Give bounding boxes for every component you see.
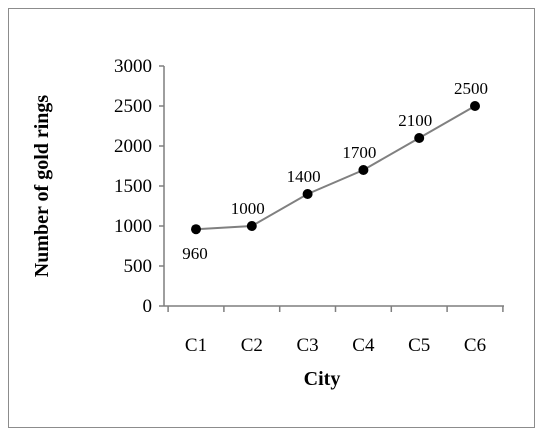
data-point — [470, 101, 480, 111]
y-tick-label: 2500 — [114, 96, 152, 117]
data-point — [358, 165, 369, 175]
chart-frame — [8, 8, 535, 428]
x-ticks: C1 C2 C3 C4 C5 C6 — [167, 306, 504, 356]
x-tick-label: C1 — [185, 335, 207, 356]
x-tick-label: C2 — [241, 335, 263, 356]
y-tick-label: 0 — [143, 296, 153, 317]
series-line — [195, 105, 476, 231]
y-tick-label: 3000 — [114, 56, 152, 77]
x-tick-label: C6 — [464, 335, 486, 356]
data-label: 960 — [182, 244, 208, 263]
data-labels: 960 1000 1400 1700 2100 2500 — [182, 79, 488, 263]
axes — [163, 66, 504, 307]
y-axis-title: Number of gold rings — [31, 95, 53, 278]
data-point — [414, 133, 425, 143]
data-label: 1700 — [342, 143, 376, 162]
x-tick-label: C4 — [352, 335, 375, 356]
x-tick-label: C5 — [408, 335, 430, 356]
data-point — [302, 189, 313, 199]
y-tick-label: 500 — [124, 256, 153, 277]
x-tick-label: C3 — [297, 335, 319, 356]
y-tick-label: 2000 — [114, 136, 152, 157]
data-points — [191, 101, 480, 235]
data-point — [191, 224, 201, 235]
y-tick-label: 1500 — [114, 176, 152, 197]
data-label: 1400 — [287, 167, 321, 186]
y-ticks: 0 500 1000 1500 2000 2500 3000 — [114, 56, 164, 317]
x-axis-title: City — [304, 368, 341, 390]
data-label: 1000 — [231, 199, 265, 218]
data-point — [246, 221, 257, 231]
y-tick-label: 1000 — [114, 216, 152, 237]
data-label: 2500 — [454, 79, 488, 98]
data-label: 2100 — [398, 111, 432, 130]
